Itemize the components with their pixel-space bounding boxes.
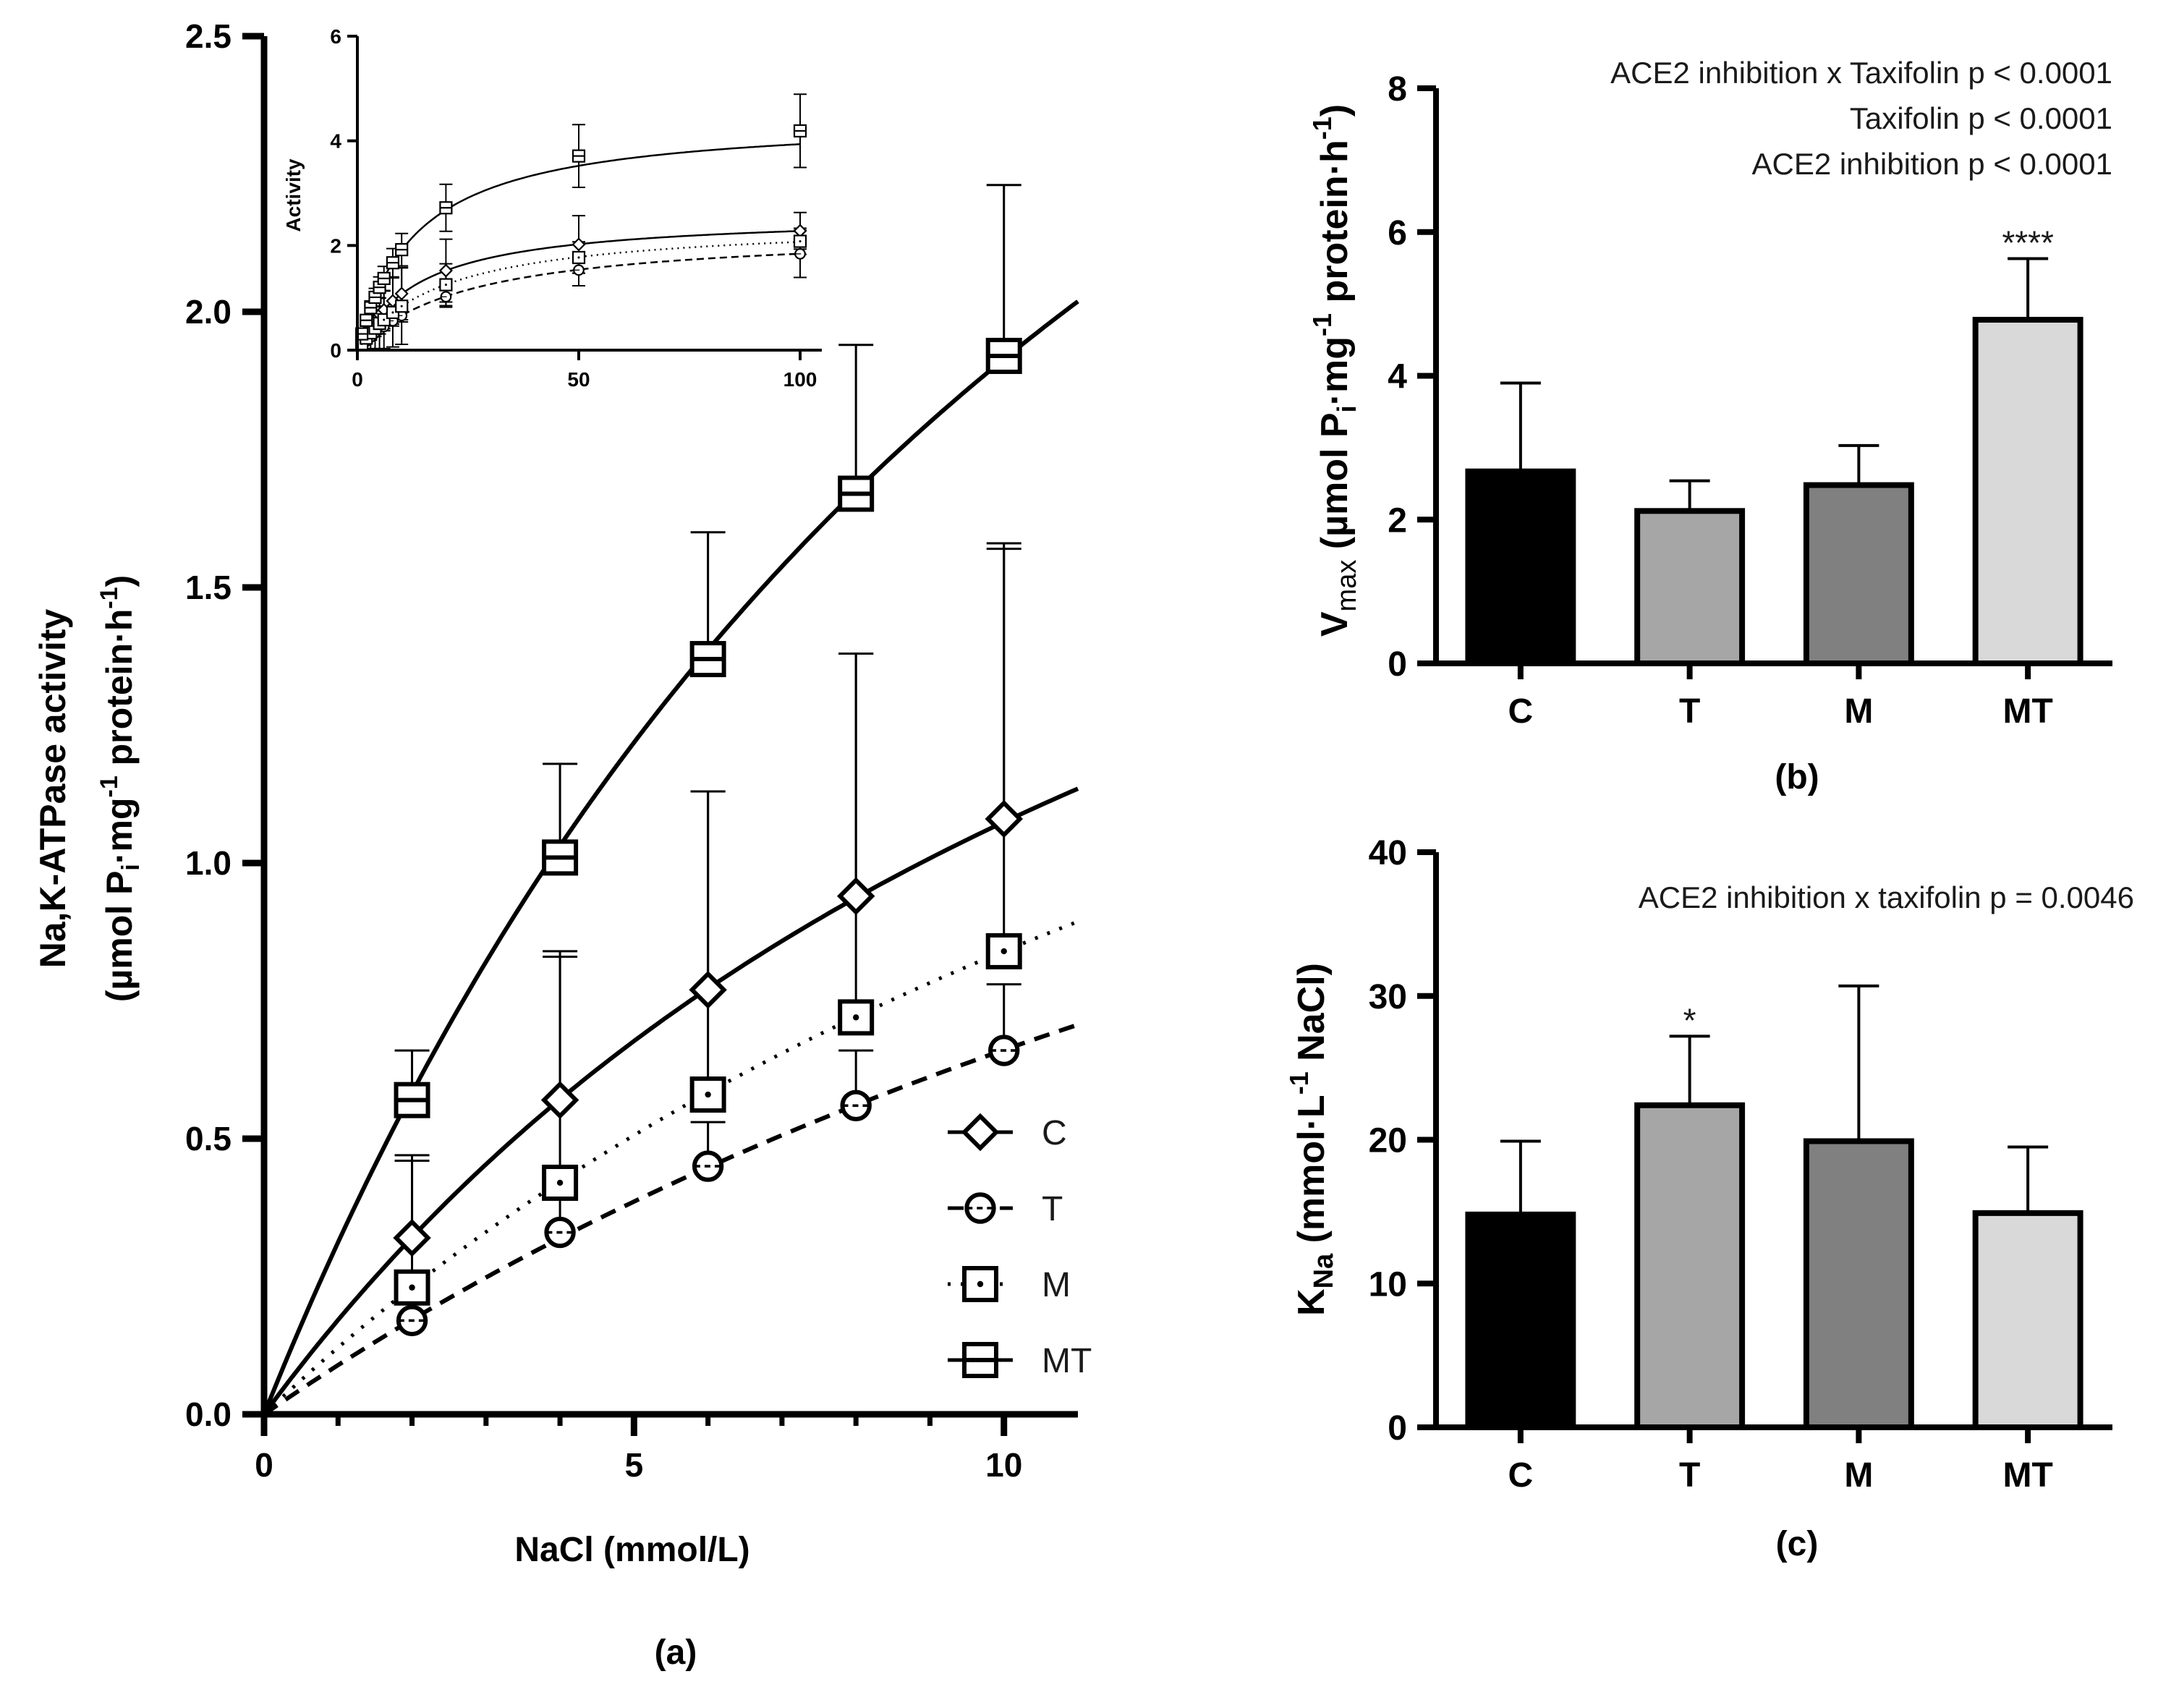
inset-point-c — [394, 286, 409, 301]
bar-category-label-m: M — [1844, 692, 1873, 731]
y-tick-label: 2.5 — [185, 17, 231, 55]
legend-marker-c — [961, 1113, 1000, 1152]
bar-category-label-c: C — [1508, 692, 1534, 731]
bar-y-tick-label: 0 — [1388, 1409, 1407, 1448]
y-tick-label: 1.0 — [185, 844, 231, 882]
y-axis-label-kna: KNa (mmol·L-1 NaCl) — [1284, 963, 1339, 1316]
bar-y-tick-label: 2 — [1388, 501, 1407, 540]
inset-y-tick-label: 0 — [330, 339, 341, 362]
fit-curve-m — [263, 919, 1079, 1416]
bar-y-tick-label: 6 — [1388, 214, 1407, 252]
bar-y-tick-label: 4 — [1388, 358, 1407, 396]
fit-curves — [262, 299, 1079, 1416]
point-m — [689, 1076, 726, 1113]
legend-label-c: C — [1042, 1114, 1067, 1152]
annotation-interaction: ACE2 inhibition x Taxifolin p < 0.0001 — [1610, 56, 2112, 90]
y-tick-label: 1.5 — [185, 569, 231, 606]
y-tick-label: 0.0 — [185, 1395, 231, 1433]
inset-x-tick-label: 0 — [352, 368, 363, 391]
y-axis-label-line2: (µmol Pi·mg-1 protein·h-1) — [95, 575, 145, 1002]
significance-marker-mt: **** — [2002, 224, 2054, 262]
bar-category-label-mt: MT — [2002, 692, 2052, 731]
bar-y-tick-label: 8 — [1388, 70, 1407, 109]
significance-marker-t: * — [1683, 1001, 1696, 1039]
point-m-dot — [556, 1179, 564, 1186]
y-tick-label: 0.5 — [185, 1120, 231, 1157]
point-c — [836, 877, 875, 915]
y-axis-label-vmax: Vmax (µmol Pi·mg-1 protein·h-1) — [1307, 104, 1362, 637]
bar-y-tick-label: 20 — [1369, 1122, 1407, 1160]
inset-y-tick-label: 4 — [330, 130, 341, 153]
bar-t — [1634, 1102, 1746, 1431]
inset-x-tick-label: 100 — [783, 368, 817, 391]
bar-t — [1634, 508, 1746, 667]
inset-point-m-dot — [444, 284, 447, 286]
inset-point-m-dot — [391, 311, 394, 314]
annotation-ace2: ACE2 inhibition p < 0.0001 — [1751, 147, 2112, 181]
inset-x-tick-label: 50 — [567, 368, 590, 391]
panel-label-c: (c) — [1776, 1525, 1819, 1563]
point-c — [985, 799, 1023, 838]
bar-c — [1465, 1211, 1576, 1430]
bar-category-label-m: M — [1844, 1456, 1873, 1495]
inset-point-m-dot — [577, 256, 580, 259]
point-m-dot — [409, 1284, 415, 1291]
inset-background — [357, 36, 822, 350]
legend: CTM MT — [948, 1113, 1092, 1380]
bar-m — [1803, 1138, 1914, 1431]
data-markers — [393, 337, 1023, 1337]
x-tick-label: 10 — [985, 1446, 1022, 1484]
panel-c: 0 10 20 30 40 C T * M MT ACE2 inhibition x taxifo… — [1284, 834, 2134, 1563]
panel-label-b: (b) — [1775, 758, 1819, 796]
point-m-dot — [852, 1014, 859, 1021]
bar-category-label-c: C — [1508, 1456, 1534, 1495]
point-c — [540, 1081, 579, 1119]
inset-fit-curve-t — [357, 252, 801, 351]
x-tick-label: 5 — [625, 1446, 644, 1484]
point-c — [393, 1218, 431, 1257]
x-tick-label: 0 — [255, 1446, 273, 1484]
panel-b: 0 2 4 6 8 C T M MT **** ACE2 inhibition x Taxifol… — [1307, 56, 2112, 796]
bar-category-label-t: T — [1679, 692, 1700, 731]
inset-point-m-dot — [400, 305, 403, 307]
fit-curve-c — [262, 786, 1079, 1416]
bar-mt — [1972, 1210, 2083, 1431]
inset-point-m-dot — [799, 240, 802, 243]
point-m — [394, 1269, 430, 1306]
bar-y-tick-label: 30 — [1369, 978, 1407, 1016]
inset-point-c — [438, 263, 453, 278]
inset-y-tick-label: 2 — [330, 234, 341, 257]
annotation-taxifolin: Taxifolin p < 0.0001 — [1850, 101, 2112, 135]
legend-label-mt: MT — [1042, 1342, 1092, 1380]
bar-category-label-t: T — [1679, 1456, 1700, 1495]
bar-y-tick-label: 40 — [1369, 834, 1407, 872]
y-axis-label-line1: Na,K-ATPase activity — [33, 609, 73, 969]
bar-y-tick-label: 10 — [1369, 1265, 1407, 1304]
inset-point-m-dot — [383, 318, 386, 321]
axes: 0.0 0.5 1.0 1.5 2.0 2.5 0 5 10 — [185, 17, 1078, 1484]
panel-label-a: (a) — [655, 1633, 697, 1672]
y-tick-label: 2.0 — [185, 293, 231, 331]
legend-marker-m-dot — [977, 1280, 984, 1288]
error-bars — [394, 184, 1021, 1321]
inset-point-c — [572, 237, 586, 252]
bar-mt — [1972, 316, 2083, 666]
inset-chart: 0 2 4 6 0 50 100 Activity — [282, 25, 822, 391]
inset-y-axis-label: Activity — [282, 158, 305, 232]
fit-curve-mt — [262, 299, 1079, 1416]
x-axis-label: NaCl (mmol/L) — [514, 1531, 749, 1569]
annotation-interaction-c: ACE2 inhibition x taxifolin p = 0.0046 — [1639, 880, 2134, 914]
bar-m — [1803, 482, 1914, 666]
inset-y-tick-label: 6 — [330, 25, 341, 48]
point-m-dot — [705, 1091, 711, 1098]
fit-curve-t — [263, 1022, 1079, 1416]
bar-category-label-mt: MT — [2002, 1456, 2052, 1495]
bar-c — [1465, 468, 1576, 666]
bar-y-tick-label: 0 — [1388, 645, 1407, 684]
point-m-dot — [1001, 948, 1007, 955]
point-c — [689, 971, 727, 1009]
legend-label-m: M — [1042, 1266, 1071, 1304]
legend-label-t: T — [1042, 1190, 1063, 1228]
